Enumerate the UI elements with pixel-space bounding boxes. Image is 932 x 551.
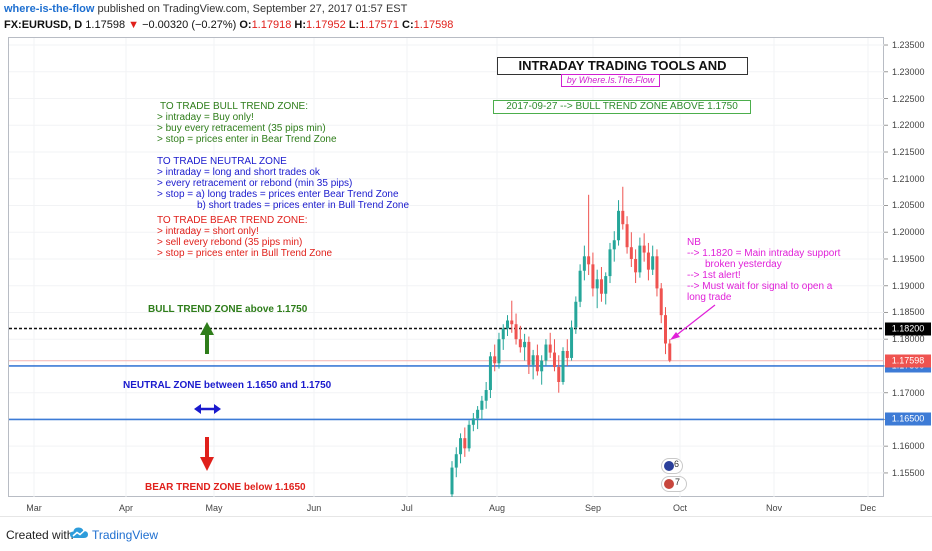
price-tick-label: 1.22000 <box>892 120 925 131</box>
price-tick-label: 1.15500 <box>892 467 925 478</box>
high-label: H: <box>294 19 306 31</box>
bear-line-1: TO TRADE BEAR TREND ZONE: <box>157 215 308 226</box>
price-tick-label: 1.19500 <box>892 253 925 264</box>
event-badge-1[interactable]: 6 <box>661 458 683 474</box>
price-tick-label: 1.23500 <box>892 40 925 51</box>
price-change: −0.00320 (−0.27%) <box>142 19 237 31</box>
bull-zone-label: BULL TREND ZONE above 1.1750 <box>148 304 308 315</box>
eu-flag-icon <box>664 461 674 471</box>
nb-line-1: NB <box>687 237 701 248</box>
nb-line-5: --> Must wait for signal to open a <box>687 281 833 292</box>
nb-note: NB --> 1.1820 = Main intraday support br… <box>687 237 840 303</box>
event-count-1: 6 <box>674 459 680 469</box>
bull-instructions: TO TRADE BULL TREND ZONE: > intraday = B… <box>157 101 337 145</box>
open-label: O: <box>239 19 252 31</box>
time-tick-label: Jun <box>306 503 322 513</box>
price-tick-label: 1.20000 <box>892 227 925 238</box>
author-link[interactable]: where-is-the-flow <box>4 3 95 15</box>
neutral-line-4: > stop = a) long trades = prices enter B… <box>157 189 399 200</box>
symbol-label: FX:EURUSD, D <box>4 19 83 31</box>
nb-line-4: --> 1st alert! <box>687 270 741 281</box>
time-tick-label: Aug <box>488 503 506 513</box>
high-value: 1.17952 <box>306 19 346 31</box>
last-price-tag: 1.17598 <box>885 354 931 368</box>
price-tick-label: 1.19000 <box>892 280 925 291</box>
event-count-2: 7 <box>675 477 681 487</box>
price-tick-label: 1.16000 <box>892 441 925 452</box>
time-tick-label: Apr <box>118 503 134 513</box>
nb-line-3: broken yesterday <box>705 259 782 270</box>
low-label: L: <box>348 19 360 31</box>
neutral-instructions: TO TRADE NEUTRAL ZONE > intraday = long … <box>157 156 409 211</box>
price-tick-label: 1.22500 <box>892 93 925 104</box>
publish-header: where-is-the-flow published on TradingVi… <box>4 3 407 15</box>
time-tick-label: Jul <box>401 503 413 513</box>
last-price: 1.17598 <box>85 19 126 31</box>
bear-line-4: > stop = prices enter in Bull Trend Zone <box>157 248 333 259</box>
nb-line-2: --> 1.1820 = Main intraday support <box>687 248 841 259</box>
price-level-tag: 1.16500 <box>885 412 931 426</box>
chart-title-box: INTRADAY TRADING TOOLS AND IDEAS <box>497 57 748 89</box>
neutral-line-3: > every retracement or rebond (min 35 pi… <box>157 178 353 189</box>
date-note-box: 2017-09-27 --> BULL TREND ZONE ABOVE 1.1… <box>493 100 751 114</box>
publish-info: published on TradingView.com, September … <box>94 3 408 15</box>
footer-bar: Created with TradingView <box>0 516 932 551</box>
price-tick-label: 1.18500 <box>892 307 925 318</box>
price-tick-label: 1.20500 <box>892 200 925 211</box>
byline-box: by Where.Is.The.Flow <box>561 74 660 87</box>
price-tick-label: 1.21000 <box>892 173 925 184</box>
price-tick-label: 1.21500 <box>892 147 925 157</box>
time-tick-label: May <box>205 503 223 513</box>
event-badge-2[interactable]: 7 <box>661 476 687 492</box>
price-tick-label: 1.23000 <box>892 66 925 77</box>
bear-line-2: > intraday = short only! <box>157 226 259 237</box>
bear-line-3: > sell every rebond (35 pips min) <box>157 237 303 248</box>
close-value: 1.17598 <box>413 19 454 31</box>
price-tick-label: 1.17000 <box>892 387 925 398</box>
bull-line-2: > intraday = Buy only! <box>157 112 254 123</box>
bear-instructions: TO TRADE BEAR TREND ZONE: > intraday = s… <box>157 215 332 259</box>
nb-line-6: long trade <box>687 292 732 303</box>
us-flag-icon <box>664 479 674 489</box>
bear-zone-label: BEAR TREND ZONE below 1.1650 <box>145 482 306 493</box>
time-tick-label: Sep <box>584 503 602 513</box>
bull-line-3: > buy every retracement (35 pips min) <box>157 123 326 134</box>
time-tick-label: Nov <box>765 503 783 513</box>
neutral-line-1: TO TRADE NEUTRAL ZONE <box>157 156 287 167</box>
neutral-line-2: > intraday = long and short trades ok <box>157 167 320 178</box>
neutral-line-5: b) short trades = prices enter in Bull T… <box>197 200 410 211</box>
time-tick-label: Dec <box>859 503 877 513</box>
tradingview-brand[interactable]: TradingView <box>92 528 159 542</box>
close-label: C: <box>402 19 414 31</box>
price-tick-label: 1.18000 <box>892 334 925 345</box>
neutral-zone-label: NEUTRAL ZONE between 1.1650 and 1.1750 <box>123 380 332 391</box>
price-level-tag: 1.18200 <box>885 322 931 335</box>
bull-line-1: TO TRADE BULL TREND ZONE: <box>160 101 308 112</box>
price-axis[interactable] <box>884 37 932 497</box>
tradingview-cloud-icon <box>70 527 88 538</box>
time-tick-label: Mar <box>26 503 42 513</box>
ohlc-bar: FX:EURUSD, D 1.17598 ▼ −0.00320 (−0.27%)… <box>4 19 453 31</box>
open-value: 1.17918 <box>251 19 292 31</box>
low-value: 1.17571 <box>359 19 399 31</box>
bull-line-4: > stop = prices enter in Bear Trend Zone <box>157 134 337 145</box>
down-triangle-icon: ▼ <box>128 19 140 31</box>
created-with-label: Created with <box>6 528 74 542</box>
time-tick-label: Oct <box>672 503 688 513</box>
